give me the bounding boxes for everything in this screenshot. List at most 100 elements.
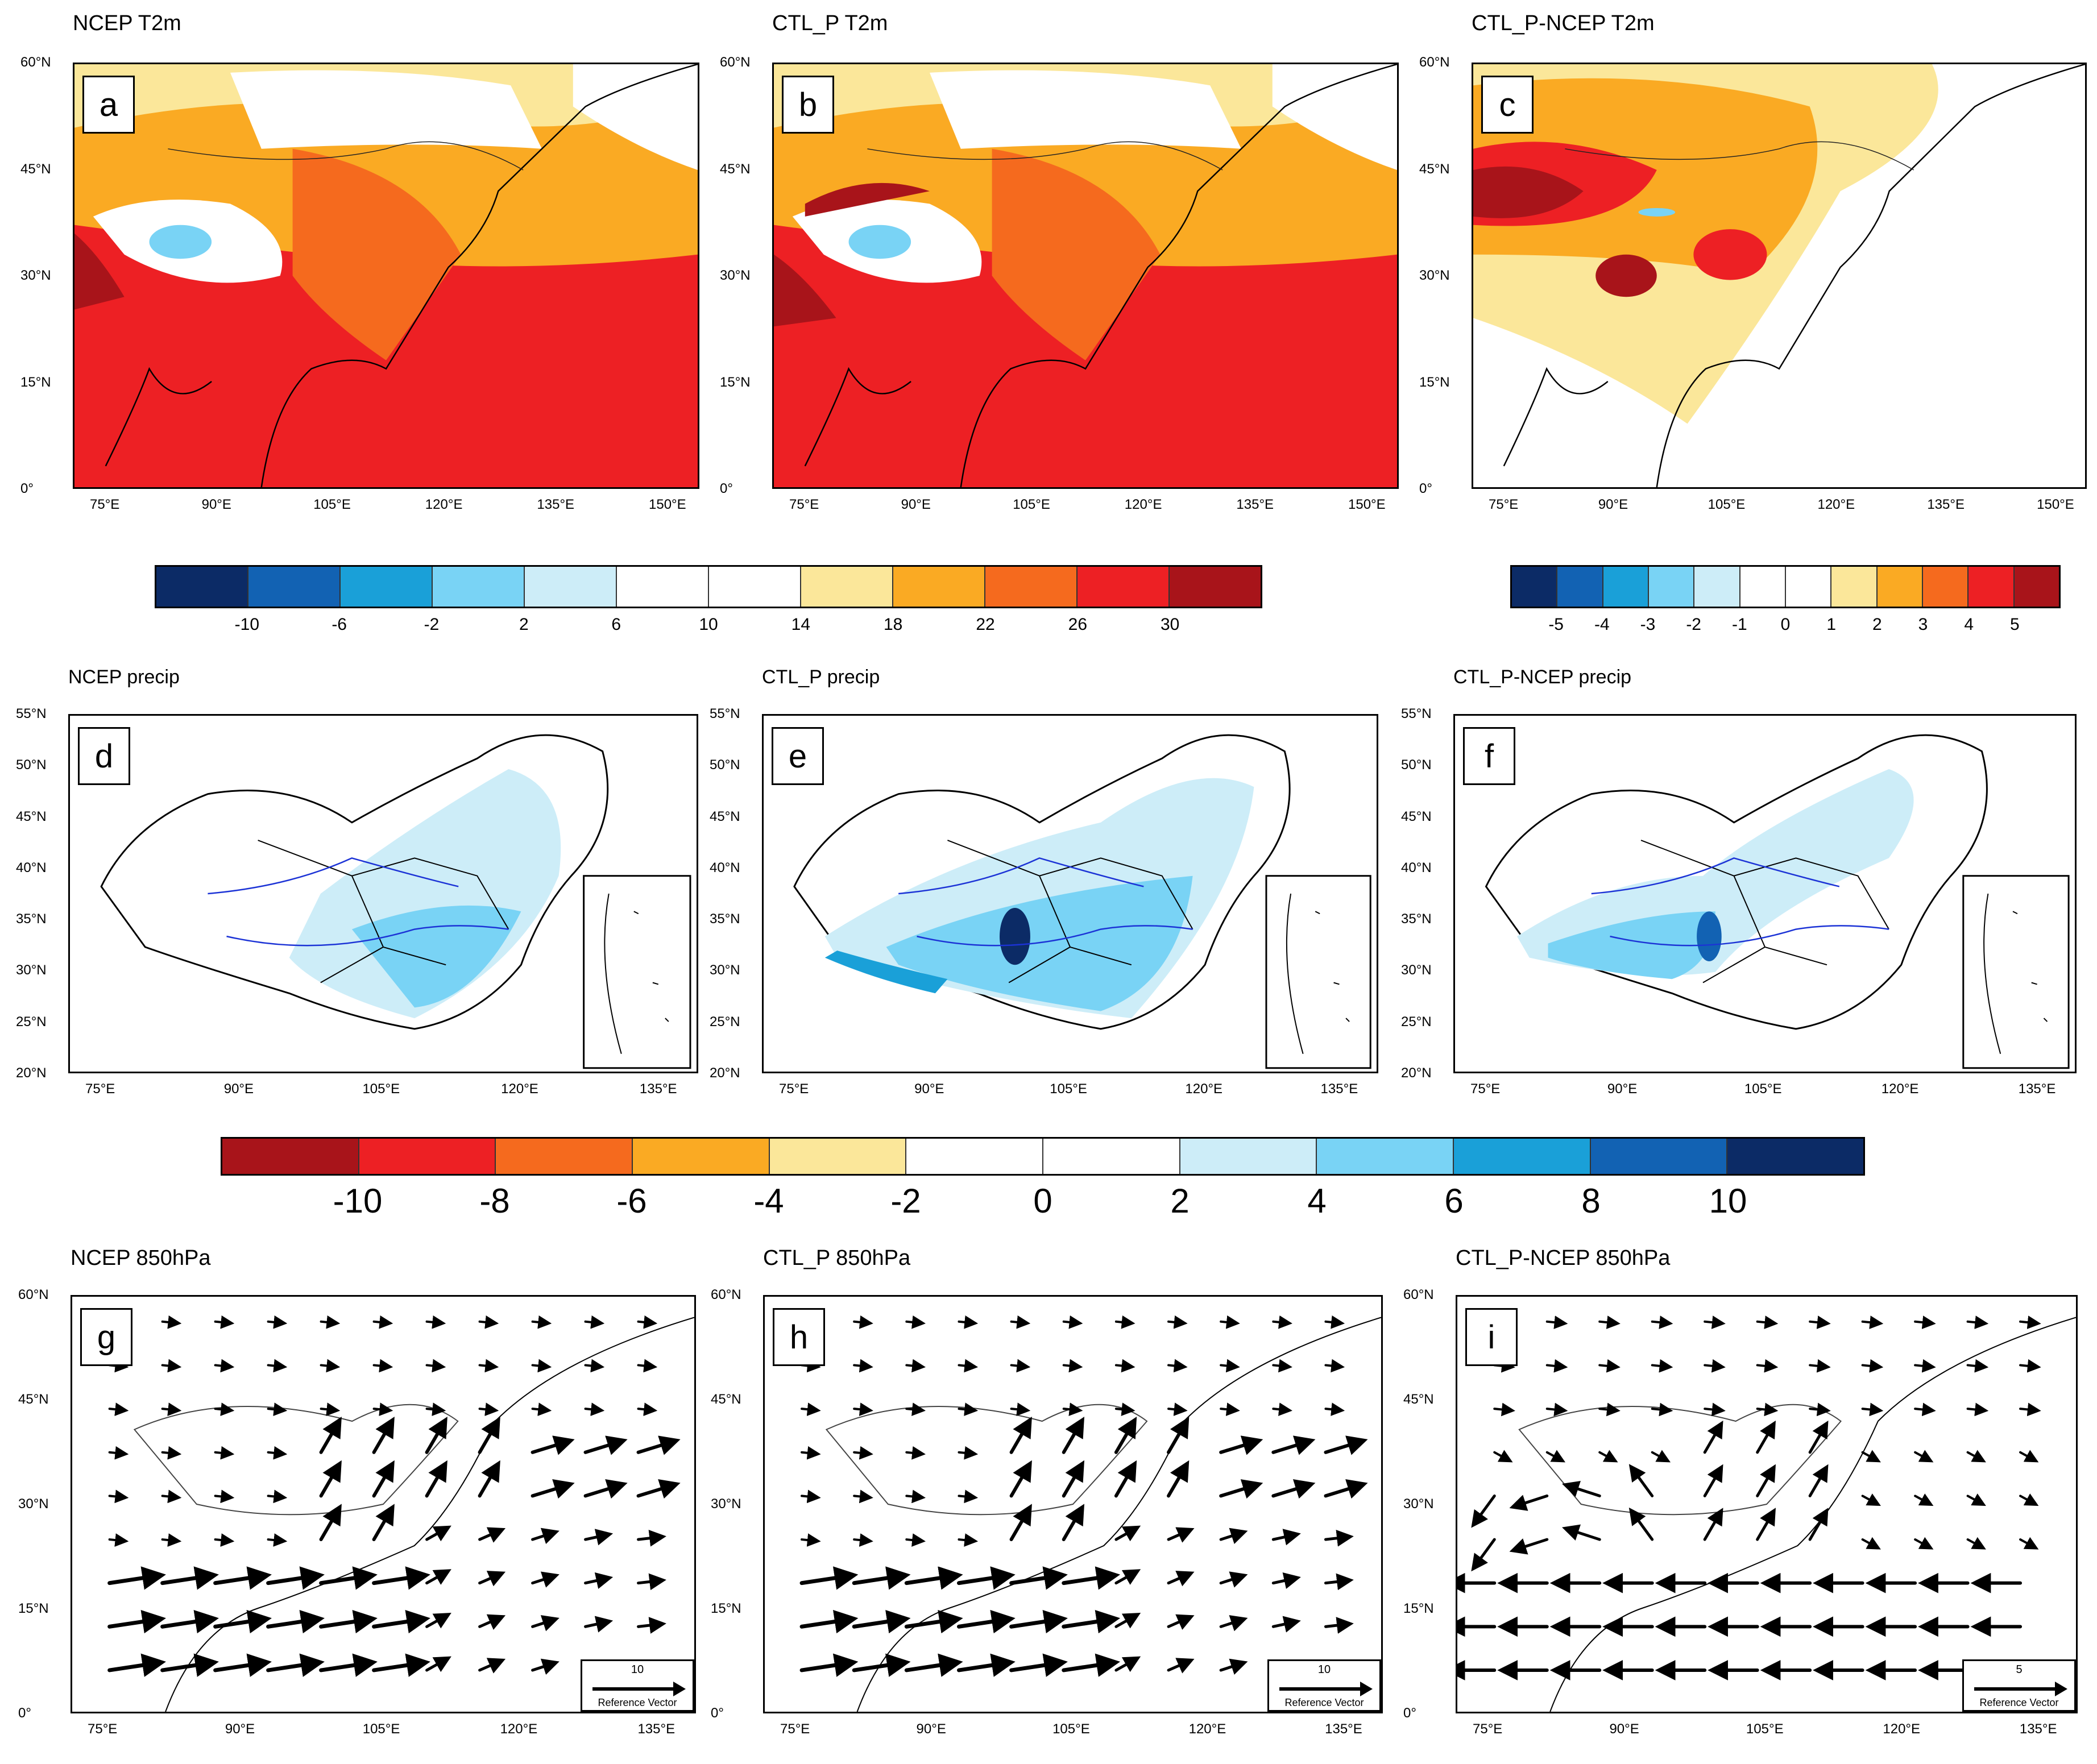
panel-f-lat-tick: 40°N	[1401, 860, 1432, 875]
t2m-colorbar-swatch	[248, 567, 341, 607]
panel-g-lon-tick: 105°E	[362, 1721, 400, 1737]
panel-g-lon-tick: 120°E	[500, 1721, 538, 1737]
t2m-colorbar-swatch	[433, 567, 525, 607]
panel-a-map: a	[73, 63, 699, 489]
panel-g-lon-tick: 75°E	[88, 1721, 118, 1737]
panel-b-lat-tick: 0°	[720, 481, 733, 496]
panel-d-lon-tick: 105°E	[362, 1081, 400, 1097]
panel-f-lon-tick: 105°E	[1744, 1081, 1782, 1097]
panel-e-lon-tick: 75°E	[779, 1081, 809, 1097]
panel-g-ref-arrow-icon	[592, 1682, 686, 1696]
panel-g-lat-tick: 45°N	[18, 1392, 49, 1407]
panel-d-lon-tick: 90°E	[223, 1081, 254, 1097]
precip-colorbar-label: -2	[890, 1182, 921, 1220]
panel-g-title: NCEP 850hPa	[71, 1246, 211, 1270]
panel-g-letter: g	[80, 1308, 132, 1366]
panel-h-lon-tick: 75°E	[780, 1721, 810, 1737]
panel-e-lat-tick: 25°N	[710, 1014, 740, 1030]
panel-c-lat-tick: 0°	[1419, 481, 1432, 496]
panel-a-lat-tick: 0°	[20, 481, 34, 496]
diff-colorbar-label: -3	[1640, 615, 1656, 634]
panel-b-lon-tick: 120°E	[1124, 497, 1162, 512]
precip-colorbar-swatch	[1454, 1139, 1591, 1174]
panel-a-title: NCEP T2m	[73, 11, 181, 35]
panel-h-lon-tick: 120°E	[1188, 1721, 1226, 1737]
t2m-colorbar-swatch	[1170, 567, 1261, 607]
panel-h-lat-tick: 30°N	[711, 1496, 741, 1512]
panel-c-map: c	[1472, 63, 2087, 489]
precip-colorbar-label: 4	[1307, 1182, 1327, 1220]
panel-d-map: d	[68, 714, 698, 1073]
panel-a-letter: a	[82, 76, 135, 134]
diff-colorbar-swatch	[1740, 567, 1786, 607]
panel-e-lon-tick: 90°E	[914, 1081, 944, 1097]
panel-f-title: CTL_P-NCEP precip	[1453, 666, 1632, 688]
t2m-colorbar-swatch	[525, 567, 617, 607]
precip-colorbar-swatch	[222, 1139, 359, 1174]
panel-c-lat-tick: 15°N	[1419, 374, 1450, 390]
t2m-colorbar-label: 10	[699, 615, 718, 634]
map-f-field	[1485, 734, 2070, 1069]
panel-b-title: CTL_P T2m	[772, 11, 888, 35]
panel-f-map: f	[1453, 714, 2077, 1073]
panel-b-letter: b	[782, 76, 834, 134]
diff-colorbar-swatch	[1785, 567, 1832, 607]
panel-i-reference-vector: 5 Reference Vector	[1962, 1659, 2076, 1712]
panel-h-lat-tick: 45°N	[711, 1392, 741, 1407]
map-i-field	[1457, 1315, 2076, 1712]
panel-g-lat-tick: 60°N	[18, 1287, 49, 1302]
panel-h-letter: h	[773, 1308, 825, 1366]
panel-d-lat-tick: 40°N	[16, 860, 47, 875]
panel-b-lat-tick: 45°N	[720, 161, 751, 177]
t2m-colorbar-swatch	[341, 567, 433, 607]
panel-d-lat-tick: 45°N	[16, 808, 47, 824]
panel-i-lon-tick: 135°E	[2019, 1721, 2057, 1737]
precip-colorbar-swatch	[359, 1139, 496, 1174]
panel-e-lat-tick: 45°N	[710, 808, 740, 824]
t2m-colorbar-label: 26	[1068, 615, 1088, 634]
panel-c-lon-tick: 105°E	[1708, 497, 1746, 512]
panel-b-lon-tick: 135°E	[1236, 497, 1274, 512]
t2m-colorbar-label: 2	[519, 615, 529, 634]
panel-i-ref-value: 5	[2016, 1663, 2023, 1676]
diff-colorbar-swatch	[2014, 567, 2059, 607]
panel-c-lon-tick: 90°E	[1598, 497, 1628, 512]
t2m-colorbar-swatch	[709, 567, 801, 607]
panel-h-ref-label: Reference Vector	[1284, 1697, 1364, 1708]
panel-a-lon-tick: 150°E	[649, 497, 686, 512]
precip-colorbar-label: 10	[1709, 1182, 1747, 1220]
panel-a-lat-tick: 60°N	[20, 55, 51, 70]
panel-d-letter: d	[78, 727, 130, 785]
panel-d-lon-tick: 135°E	[639, 1081, 677, 1097]
panel-f-lat-tick: 45°N	[1401, 808, 1432, 824]
panel-i-lon-tick: 120°E	[1883, 1721, 1921, 1737]
t2m-colorbar-label: 18	[883, 615, 903, 634]
panel-f-lon-tick: 75°E	[1470, 1081, 1501, 1097]
panel-d-lat-tick: 55°N	[16, 706, 47, 721]
panel-b-lat-tick: 60°N	[720, 55, 751, 70]
diff-colorbar-swatch	[1512, 567, 1558, 607]
diff-colorbar-swatch	[1603, 567, 1649, 607]
diff-colorbar-swatch	[1877, 567, 1923, 607]
precip-colorbar-swatch	[496, 1139, 633, 1174]
t2m-colorbar	[155, 565, 1262, 608]
panel-d-title: NCEP precip	[68, 666, 180, 688]
panel-b-lat-tick: 15°N	[720, 374, 751, 390]
diff-colorbar-swatch	[1831, 567, 1878, 607]
panel-i-ref-label: Reference Vector	[1979, 1697, 2059, 1708]
panel-e-lat-tick: 55°N	[710, 706, 740, 721]
panel-h-lon-tick: 135°E	[1325, 1721, 1362, 1737]
panel-e-lon-tick: 105°E	[1050, 1081, 1087, 1097]
panel-f-lat-tick: 20°N	[1401, 1065, 1432, 1081]
panel-g-lon-tick: 135°E	[637, 1721, 675, 1737]
panel-c-lat-tick: 45°N	[1419, 161, 1450, 177]
map-b-field	[774, 64, 1397, 487]
diff-colorbar-swatch	[1968, 567, 2015, 607]
t2m-colorbar-label: 30	[1160, 615, 1180, 634]
diff-colorbar-label: -2	[1686, 615, 1701, 634]
t2m-colorbar-swatch	[893, 567, 985, 607]
panel-e-map: e	[762, 714, 1378, 1073]
panel-g-lat-tick: 0°	[18, 1705, 31, 1721]
panel-f-lat-tick: 25°N	[1401, 1014, 1432, 1030]
t2m-colorbar-swatch	[985, 567, 1077, 607]
